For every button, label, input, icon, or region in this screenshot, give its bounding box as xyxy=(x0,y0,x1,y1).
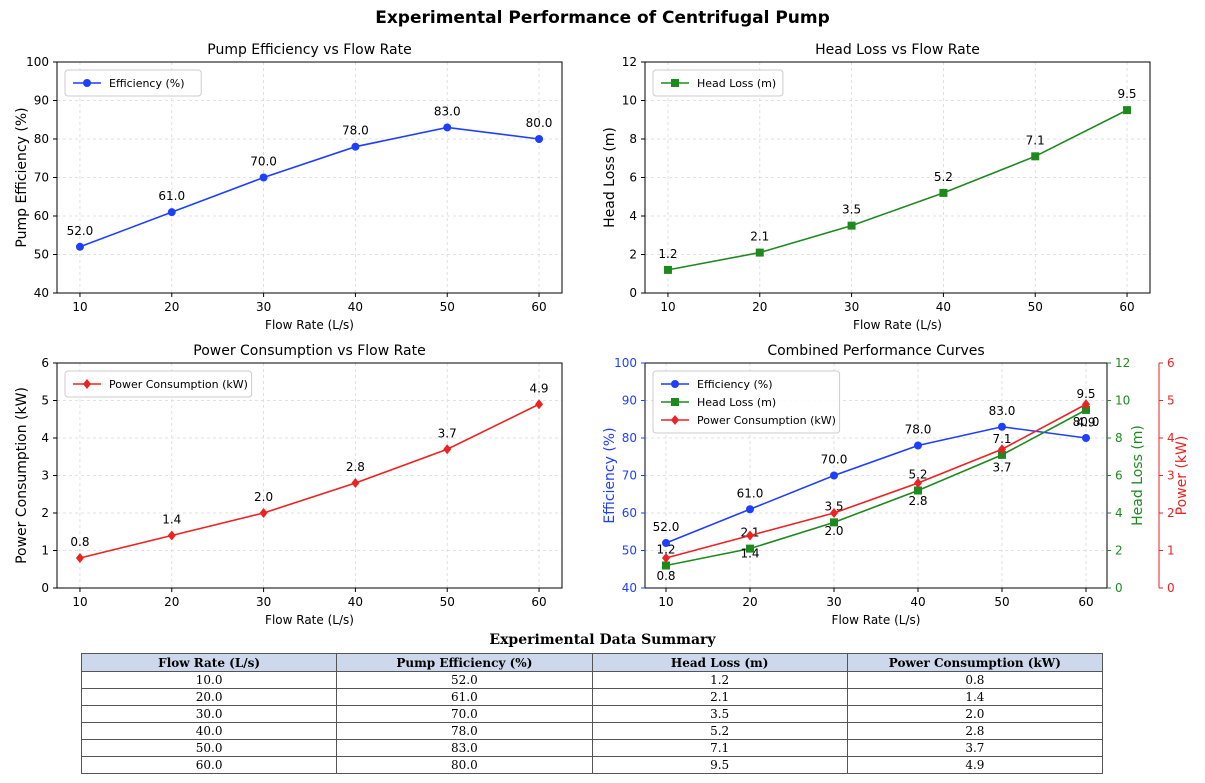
y-tick-label: 50 xyxy=(34,248,49,262)
table-cell: 0.8 xyxy=(846,671,1104,689)
table-row: 40.0 78.0 5.2 2.8 xyxy=(80,722,1104,740)
data-point xyxy=(259,173,268,182)
table-cell: 61.0 xyxy=(336,688,593,706)
table-row: 20.0 61.0 2.1 1.4 xyxy=(80,688,1104,706)
table-row: 30.0 70.0 3.5 2.0 xyxy=(80,705,1104,723)
table-cell: 1.4 xyxy=(846,688,1104,706)
table-row: 50.0 83.0 7.1 3.7 xyxy=(80,739,1104,757)
data-point xyxy=(167,208,176,217)
x-axis-label: Flow Rate (L/s) xyxy=(265,318,354,332)
table-cell: 5.2 xyxy=(591,722,848,740)
data-point xyxy=(535,135,544,143)
x-tick-label: 50 xyxy=(440,300,455,314)
x-tick-label: 30 xyxy=(256,300,271,314)
data-label: 70.0 xyxy=(250,155,277,169)
table-cell: 2.1 xyxy=(591,688,848,706)
table-cell: 7.1 xyxy=(591,739,848,757)
table-cell: 83.0 xyxy=(336,739,593,757)
table-cell: 10.0 xyxy=(80,671,338,689)
y-tick-label: 70 xyxy=(34,171,49,185)
legend-marker xyxy=(83,79,91,87)
figure-title: Experimental Performance of Centrifugal … xyxy=(375,8,830,28)
data-label: 80.0 xyxy=(526,116,553,130)
data-point xyxy=(443,123,452,132)
y-tick-label: 40 xyxy=(34,286,49,300)
data-label: 52.0 xyxy=(67,224,94,238)
column-header: Flow Rate (L/s) xyxy=(80,653,338,672)
x-tick-label: 20 xyxy=(164,300,179,314)
table-cell: 80.0 xyxy=(336,756,593,774)
table-cell: 78.0 xyxy=(336,722,593,740)
table-cell: 60.0 xyxy=(80,756,338,774)
data-label: 78.0 xyxy=(342,124,369,138)
table-cell: 3.7 xyxy=(846,739,1104,757)
table-cell: 30.0 xyxy=(80,705,338,723)
x-tick-label: 60 xyxy=(531,300,546,314)
table-cell: 50.0 xyxy=(80,739,338,757)
column-header: Head Loss (m) xyxy=(591,653,848,672)
table-cell: 40.0 xyxy=(80,722,338,740)
x-tick-label: 10 xyxy=(72,300,87,314)
legend-label: Efficiency (%) xyxy=(109,77,185,90)
data-label: 83.0 xyxy=(434,104,461,118)
column-header: Pump Efficiency (%) xyxy=(336,653,593,672)
table-row: 60.0 80.0 9.5 4.9 xyxy=(80,756,1104,774)
table-cell: 1.2 xyxy=(591,671,848,689)
table-cell: 2.0 xyxy=(846,705,1104,723)
data-label: 61.0 xyxy=(158,189,185,203)
y-tick-label: 100 xyxy=(26,55,49,69)
table-cell: 4.9 xyxy=(846,756,1104,774)
series-line xyxy=(79,126,540,248)
legend-box xyxy=(64,69,202,97)
y-tick-label: 80 xyxy=(34,132,49,146)
y-tick-label: 60 xyxy=(34,209,49,223)
y-tick-label: 90 xyxy=(34,94,49,108)
table-header-row: Flow Rate (L/s) Pump Efficiency (%) Head… xyxy=(80,653,1104,672)
chart-title: Pump Efficiency vs Flow Rate xyxy=(207,42,411,58)
column-header: Power Consumption (kW) xyxy=(846,653,1104,672)
y-axis-label: Pump Efficiency (%) xyxy=(14,107,30,247)
data-point xyxy=(75,242,84,251)
data-point xyxy=(351,142,360,151)
table-cell: 3.5 xyxy=(591,705,848,723)
table-row: 10.0 52.0 1.2 0.8 xyxy=(80,671,1104,689)
table-cell: 2.8 xyxy=(846,722,1104,740)
data-summary-table: Flow Rate (L/s) Pump Efficiency (%) Head… xyxy=(80,653,1104,774)
table-cell: 20.0 xyxy=(80,688,338,706)
x-tick-label: 40 xyxy=(348,300,363,314)
table-cell: 52.0 xyxy=(336,671,593,689)
table-title: Experimental Data Summary xyxy=(489,632,716,648)
table-cell: 9.5 xyxy=(591,756,848,774)
table-cell: 70.0 xyxy=(336,705,593,723)
